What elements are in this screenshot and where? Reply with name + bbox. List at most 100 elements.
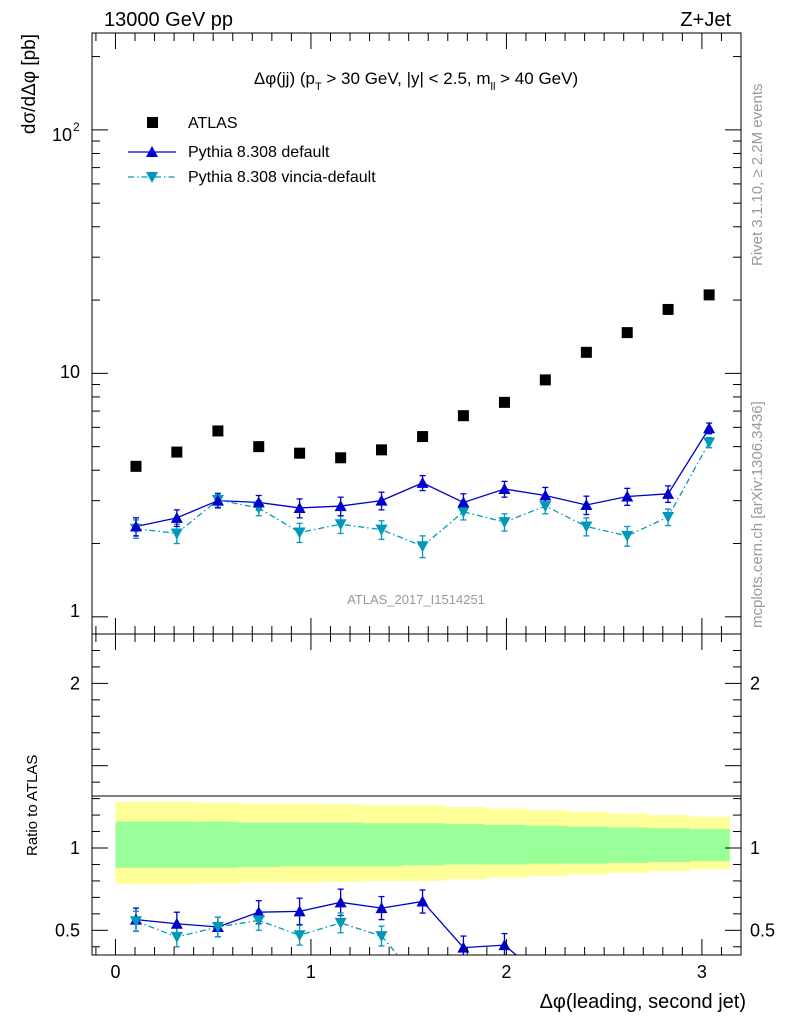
atlas-point [212,425,224,437]
ratio-series [129,888,518,955]
ratio-default-point [334,896,347,908]
plot-title: Δφ(jj) (pT > 30 GeV, |y| < 2.5, mll > 40… [254,69,578,93]
ratio-default-point [416,895,429,907]
legend-vincia-marker [146,172,158,183]
ratio-default-point [293,905,306,917]
x-tick-label: 1 [306,962,316,982]
atlas-point [417,431,429,443]
atlas-point [498,396,510,408]
x-tick-label: 0 [110,962,120,982]
vincia-point [539,501,552,513]
mcplots-info: mcplots.cern.ch [arXiv:1306.3436] [749,401,766,628]
ratio-y-tick-label: 0.5 [55,920,80,940]
band-inner-segment [156,821,199,868]
default-point [498,482,511,494]
main-series [129,289,716,559]
ratio-vincia-point [252,915,265,927]
atlas-point [539,374,551,386]
band-inner-segment [279,822,322,867]
atlas-point [253,441,265,453]
default-point [293,501,306,513]
band-inner-segment [649,828,691,862]
ratio-y-tick-label-right: 0.5 [750,920,775,940]
default-point [170,511,183,523]
ratio-vincia-line [135,919,399,955]
ratio-axis-label: Ratio to ATLAS [24,755,41,856]
series-vincia-line [135,442,710,547]
ratio-default-point [457,941,470,953]
ratio-vincia-point [170,931,183,943]
band-inner-segment [525,825,568,864]
legend-atlas-marker [147,117,158,128]
default-point [621,490,634,502]
ytick-label-1: 1 [70,601,80,621]
band-inner-segment [484,824,527,865]
x-tick-label: 2 [501,962,511,982]
vincia-point [334,519,347,531]
band-inner-segment [567,826,609,864]
band-inner-segment [443,824,486,865]
default-point [703,422,716,434]
band-inner-segment [197,821,240,868]
ratio-default-point [252,906,265,918]
default-point [539,489,552,501]
legend: ATLAS Pythia 8.308 default Pythia 8.308 … [128,115,376,186]
band-inner-segment [690,829,730,862]
atlas-point [130,460,142,472]
legend-vincia-label: Pythia 8.308 vincia-default [188,169,376,186]
ratio-vincia-point [211,922,224,934]
ratio-default-point [170,917,183,929]
vincia-point [662,512,675,524]
vincia-point [170,528,183,540]
vincia-point [580,521,593,533]
uncertainty-bands [115,801,730,885]
band-inner-segment [320,822,363,867]
analysis-watermark: ATLAS_2017_I1514251 [347,592,485,607]
ratio-default-point [498,939,511,951]
vincia-point [621,530,634,542]
atlas-point [703,289,715,301]
atlas-point [294,447,306,459]
vincia-point [293,527,306,539]
y-axis-label: dσ/dΔφ [pb] [19,34,40,134]
ratio-vincia-point [129,916,142,928]
default-point [457,496,470,508]
x-axis-label: Δφ(leading, second jet) [540,991,746,1013]
default-point [580,498,593,510]
band-inner-segment [402,823,445,866]
ratio-y-tick-label: 2 [70,673,80,693]
atlas-point [662,303,674,315]
atlas-point [580,346,592,358]
x-tick-label: 3 [697,962,707,982]
legend-default-label: Pythia 8.308 default [188,144,330,161]
header-right: Z+Jet [680,9,731,31]
default-point [129,520,142,532]
ytick-label-10: 10 [60,362,80,382]
atlas-point [376,444,388,456]
ratio-y-tick-label: 1 [70,838,80,858]
ratio-vincia-point [293,930,306,942]
axis-ticks [92,33,741,955]
band-inner-segment [361,823,404,867]
vincia-point [416,541,429,553]
legend-default-marker [146,146,158,157]
ratio-vincia-point [334,917,347,929]
vincia-point [457,506,470,518]
ratio-default-point [375,902,388,914]
atlas-point [335,452,347,464]
default-point [334,500,347,512]
default-point [662,487,675,499]
band-inner-segment [115,821,158,868]
ratio-vincia-point [375,931,388,943]
band-inner-segment [238,822,281,867]
default-point [252,496,265,508]
legend-atlas-label: ATLAS [188,115,238,132]
atlas-point [621,327,633,339]
default-point [211,494,224,506]
band-inner-segment [608,827,650,863]
ratio-y-tick-label-right: 2 [750,673,760,693]
header-left: 13000 GeV pp [104,9,233,31]
default-point [375,494,388,506]
rivet-info: Rivet 3.1.10, ≥ 2.2M events [749,84,766,267]
